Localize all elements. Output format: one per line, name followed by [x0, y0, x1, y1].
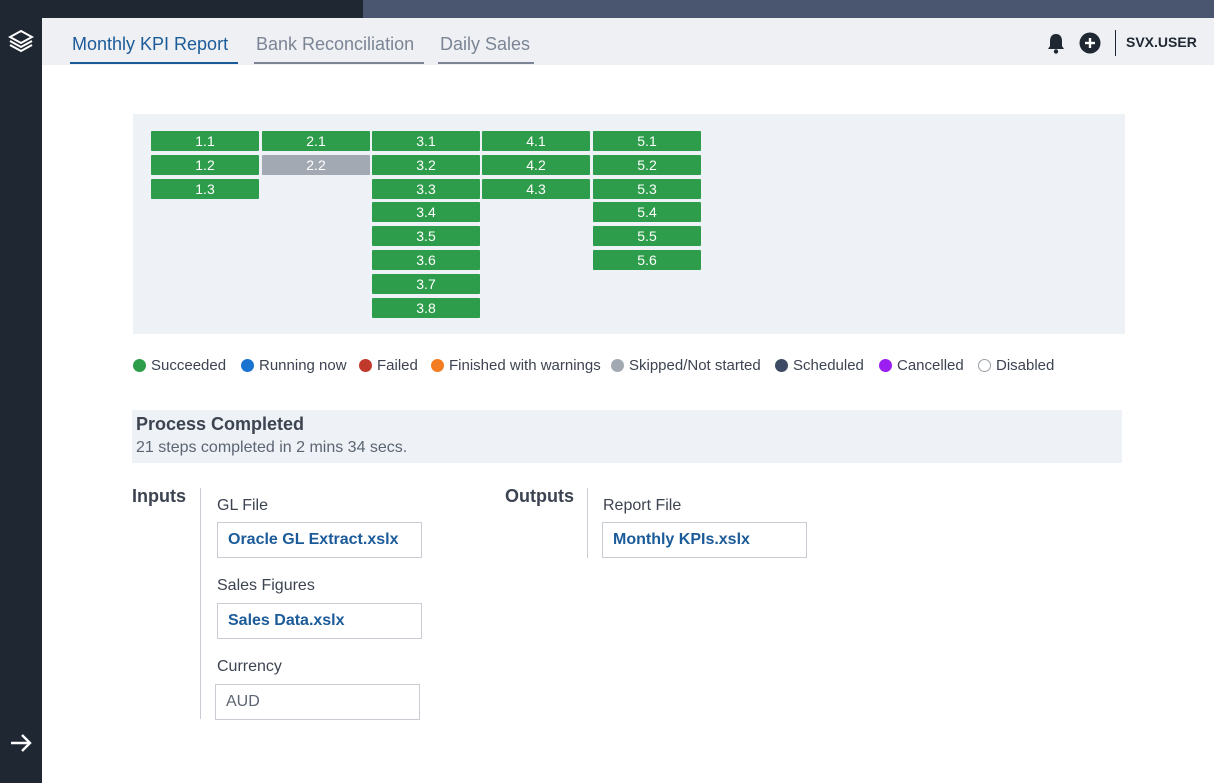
status-subtitle: 21 steps completed in 2 mins 34 secs. — [136, 439, 408, 456]
outputs-divider — [587, 488, 588, 558]
legend-label: Disabled — [996, 357, 1055, 374]
step-5-1[interactable]: 5.1 — [593, 131, 701, 151]
sales-figures-label: Sales Figures — [217, 577, 315, 594]
step-5-4[interactable]: 5.4 — [593, 202, 701, 222]
report-file-label: Report File — [603, 497, 682, 514]
tab-daily-sales[interactable]: Daily Sales — [438, 34, 534, 64]
step-3-5[interactable]: 3.5 — [372, 226, 480, 246]
step-5-6[interactable]: 5.6 — [593, 250, 701, 270]
step-3-3[interactable]: 3.3 — [372, 179, 480, 199]
top-strip — [42, 0, 363, 18]
legend-item-skipped-not-started: Skipped/Not started — [611, 357, 761, 374]
legend-item-disabled: Disabled — [978, 357, 1054, 374]
legend-label: Cancelled — [897, 357, 964, 374]
step-3-7[interactable]: 3.7 — [372, 274, 480, 294]
step-5-3[interactable]: 5.3 — [593, 179, 701, 199]
layers-logo-icon[interactable] — [8, 28, 34, 54]
bell-icon[interactable] — [1046, 32, 1066, 54]
step-1-1[interactable]: 1.1 — [151, 131, 259, 151]
arrow-right-icon[interactable] — [9, 733, 33, 753]
legend-dot-icon — [775, 359, 788, 372]
legend-label: Scheduled — [793, 357, 864, 374]
legend-item-failed: Failed — [359, 357, 418, 374]
inputs-divider — [200, 488, 201, 719]
plus-circle-icon[interactable] — [1079, 32, 1101, 54]
step-5-2[interactable]: 5.2 — [593, 155, 701, 175]
legend-dot-icon — [431, 359, 444, 372]
step-3-8[interactable]: 3.8 — [372, 298, 480, 318]
step-3-2[interactable]: 3.2 — [372, 155, 480, 175]
legend-dot-icon — [879, 359, 892, 372]
step-1-3[interactable]: 1.3 — [151, 179, 259, 199]
header-bar: Monthly KPI Report Bank Reconciliation D… — [42, 18, 1214, 65]
legend-label: Finished with warnings — [449, 357, 601, 374]
legend-dot-icon — [359, 359, 372, 372]
step-3-6[interactable]: 3.6 — [372, 250, 480, 270]
step-5-5[interactable]: 5.5 — [593, 226, 701, 246]
inputs-heading: Inputs — [132, 486, 186, 506]
step-3-1[interactable]: 3.1 — [372, 131, 480, 151]
legend-item-scheduled: Scheduled — [775, 357, 864, 374]
legend-label: Failed — [377, 357, 418, 374]
legend-dot-icon — [133, 359, 146, 372]
legend-dot-icon — [978, 359, 991, 372]
legend-label: Skipped/Not started — [629, 357, 761, 374]
legend-item-succeeded: Succeeded — [133, 357, 226, 374]
process-status-panel: Process Completed 21 steps completed in … — [132, 410, 1122, 463]
gl-file-link[interactable]: Oracle GL Extract.xslx — [217, 522, 422, 558]
step-1-2[interactable]: 1.2 — [151, 155, 259, 175]
header-divider — [1115, 30, 1116, 56]
tab-monthly-kpi-report[interactable]: Monthly KPI Report — [70, 34, 238, 64]
outputs-heading: Outputs — [505, 486, 574, 506]
step-3-4[interactable]: 3.4 — [372, 202, 480, 222]
process-flow: 1.1 1.2 1.3 2.1 2.2 3.1 3.2 3.3 3.4 3.5 3.6 3.7 3.8 4… — [133, 114, 1125, 334]
currency-label: Currency — [217, 658, 282, 675]
legend-item-finished-with-warnings: Finished with warnings — [431, 357, 601, 374]
step-2-1[interactable]: 2.1 — [262, 131, 370, 151]
user-menu[interactable]: SVX.USER — [1126, 34, 1197, 50]
step-4-2[interactable]: 4.2 — [482, 155, 590, 175]
legend-dot-icon — [611, 359, 624, 372]
status-title: Process Completed — [136, 414, 305, 434]
step-4-3[interactable]: 4.3 — [482, 179, 590, 199]
gl-file-label: GL File — [217, 497, 268, 514]
legend-label: Running now — [259, 357, 347, 374]
tab-bank-reconciliation[interactable]: Bank Reconciliation — [254, 34, 424, 64]
legend-item-running-now: Running now — [241, 357, 347, 374]
step-4-1[interactable]: 4.1 — [482, 131, 590, 151]
step-2-2[interactable]: 2.2 — [262, 155, 370, 175]
legend-label: Succeeded — [151, 357, 227, 374]
sales-figures-link[interactable]: Sales Data.xslx — [217, 603, 422, 639]
currency-input[interactable] — [215, 684, 420, 720]
top-strip-accent — [363, 0, 1214, 18]
legend-item-cancelled: Cancelled — [879, 357, 964, 374]
report-file-link[interactable]: Monthly KPIs.xslx — [602, 522, 807, 558]
sidebar — [0, 0, 42, 783]
legend-dot-icon — [241, 359, 254, 372]
